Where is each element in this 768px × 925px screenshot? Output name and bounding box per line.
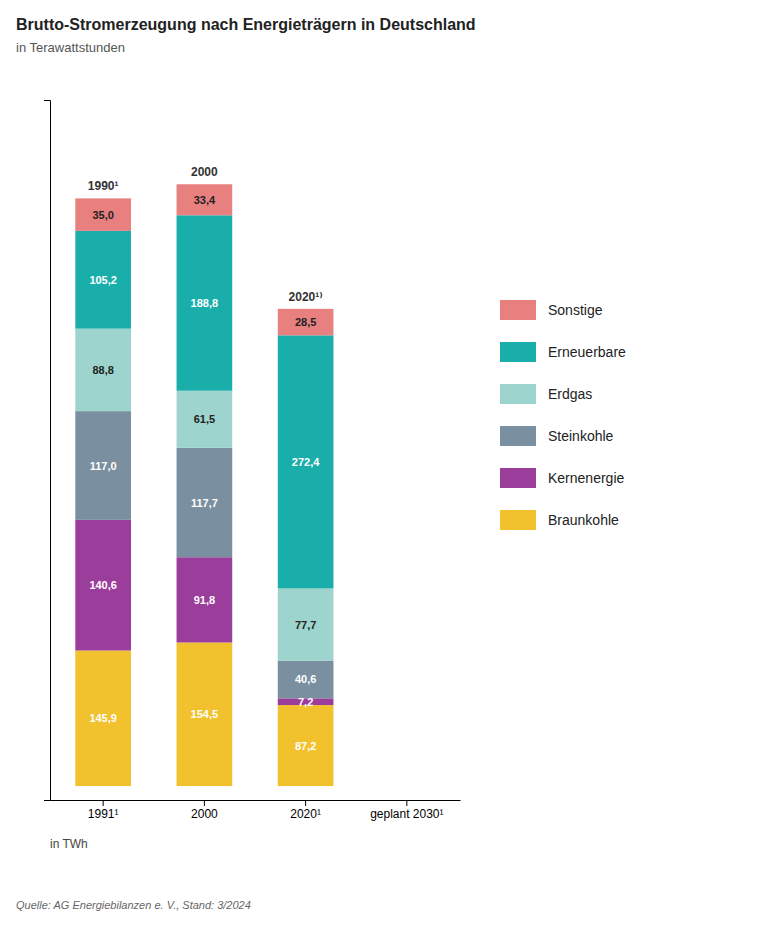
x-tick-mark	[305, 800, 306, 806]
x-tick-mark	[204, 800, 205, 806]
x-tick: geplant 2030¹	[370, 800, 443, 821]
data-label: 272,4	[292, 456, 320, 468]
bar-segment	[177, 215, 233, 390]
data-label: 117,7	[191, 497, 218, 509]
bar-segment	[177, 184, 233, 215]
bar-segment	[177, 448, 233, 557]
data-label: 91,8	[194, 594, 215, 606]
x-tick-label: 2020¹	[290, 807, 321, 821]
x-tick-label: 2000	[191, 807, 218, 821]
data-label: 28,5	[295, 316, 316, 328]
x-axis-line	[51, 800, 461, 801]
x-tick-mark	[406, 800, 407, 806]
legend-swatch	[500, 510, 536, 530]
bar-segment	[75, 411, 131, 520]
data-label: 105,2	[89, 274, 117, 286]
data-label: 87,2	[295, 740, 316, 752]
title: Brutto-Stromerzeugung nach Energieträger…	[16, 16, 476, 33]
data-label: 140,6	[89, 579, 117, 591]
bar-segment	[75, 520, 131, 651]
legend-label: Sonstige	[548, 302, 603, 318]
bar-segment	[278, 335, 334, 588]
data-labels: 145,9 140,6 117,0 88,8 105,2 35,0 154,5 91,8 117…	[89, 194, 320, 752]
bar-segment	[75, 651, 131, 787]
legend-label: Erneuerbare	[548, 344, 626, 360]
annotation: 1990¹	[88, 179, 119, 193]
x-tick-label: 1991¹	[88, 807, 119, 821]
x-tick: 2020¹	[290, 800, 321, 821]
data-label: 77,7	[295, 619, 316, 631]
data-label: 61,5	[194, 413, 215, 425]
chart: Brutto-Stromerzeugung nach Energieträger…	[0, 0, 768, 925]
data-label: 145,9	[89, 712, 117, 724]
bar-segment	[278, 705, 334, 786]
data-label: 33,4	[194, 194, 216, 206]
data-label: 40,6	[295, 673, 316, 685]
bars	[75, 184, 333, 786]
data-label: 88,8	[92, 364, 113, 376]
bar-segment	[177, 391, 233, 448]
y-label: in TWh	[50, 837, 88, 851]
x-tick-label: geplant 2030¹	[370, 807, 443, 821]
bar-segment	[177, 643, 233, 787]
annotation: 2020¹⁾	[289, 290, 323, 304]
bar-segment	[177, 557, 233, 642]
data-label: 117,0	[90, 460, 117, 472]
legend-label: Kernenergie	[548, 470, 624, 486]
x-axis: 1991¹ 2000 2020¹ geplant 2030¹	[51, 800, 461, 821]
legend-swatch	[500, 468, 536, 488]
bar-segment	[278, 588, 334, 660]
legend-swatch	[500, 426, 536, 446]
legend: Sonstige Erneuerbare Erdgas Steinkohle Kerne…	[500, 300, 626, 530]
bar-segment	[75, 198, 131, 231]
bar-segment	[278, 661, 334, 699]
y-axis-line	[44, 101, 51, 801]
y-axis	[44, 101, 51, 801]
legend-label: Braunkohle	[548, 512, 619, 528]
x-tick: 1991¹	[88, 800, 119, 821]
x-tick: 2000	[191, 800, 218, 821]
bar-segment	[75, 329, 131, 412]
data-label: 188,8	[191, 297, 219, 309]
legend-label: Steinkohle	[548, 428, 614, 444]
x-tick-mark	[103, 800, 104, 806]
bar-segment	[75, 231, 131, 329]
annotation: 2000	[191, 165, 218, 179]
bar-segment	[278, 309, 334, 335]
data-label: 7,2	[298, 696, 313, 708]
legend-swatch	[500, 384, 536, 404]
data-label: 154,5	[191, 708, 219, 720]
subtitle: in Terawattstunden	[16, 40, 125, 55]
legend-swatch	[500, 300, 536, 320]
legend-swatch	[500, 342, 536, 362]
data-label: 35,0	[92, 209, 113, 221]
legend-label: Erdgas	[548, 386, 592, 402]
source: Quelle: AG Energiebilanzen e. V., Stand:…	[16, 899, 251, 911]
